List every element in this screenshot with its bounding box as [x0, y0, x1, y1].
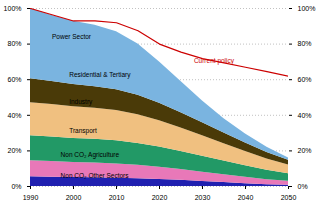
svg-text:Transport: Transport — [69, 127, 97, 135]
svg-text:Power Sector: Power Sector — [52, 33, 92, 40]
svg-text:Current policy: Current policy — [194, 57, 235, 65]
svg-text:2010: 2010 — [109, 194, 125, 201]
svg-text:40%: 40% — [298, 112, 312, 119]
svg-text:2020: 2020 — [152, 194, 168, 201]
svg-text:0%: 0% — [298, 183, 308, 190]
svg-text:Non CO₂ Agriculture: Non CO₂ Agriculture — [61, 151, 120, 159]
svg-text:2040: 2040 — [238, 194, 254, 201]
svg-text:80%: 80% — [298, 40, 312, 47]
svg-text:20%: 20% — [7, 147, 21, 154]
svg-text:2000: 2000 — [66, 194, 82, 201]
svg-text:80%: 80% — [7, 40, 21, 47]
svg-text:2030: 2030 — [195, 194, 211, 201]
svg-text:60%: 60% — [298, 76, 312, 83]
svg-text:Non CO₂ Other Sectors: Non CO₂ Other Sectors — [61, 172, 130, 179]
svg-text:1990: 1990 — [23, 194, 39, 201]
svg-text:100%: 100% — [298, 5, 316, 12]
svg-text:20%: 20% — [298, 147, 312, 154]
svg-text:2050: 2050 — [281, 194, 297, 201]
svg-text:Residential & Tertiary: Residential & Tertiary — [69, 71, 131, 79]
svg-text:40%: 40% — [7, 112, 21, 119]
svg-text:100%: 100% — [4, 5, 22, 12]
svg-text:Industry: Industry — [69, 98, 93, 106]
svg-text:60%: 60% — [7, 76, 21, 83]
svg-text:0%: 0% — [11, 183, 21, 190]
